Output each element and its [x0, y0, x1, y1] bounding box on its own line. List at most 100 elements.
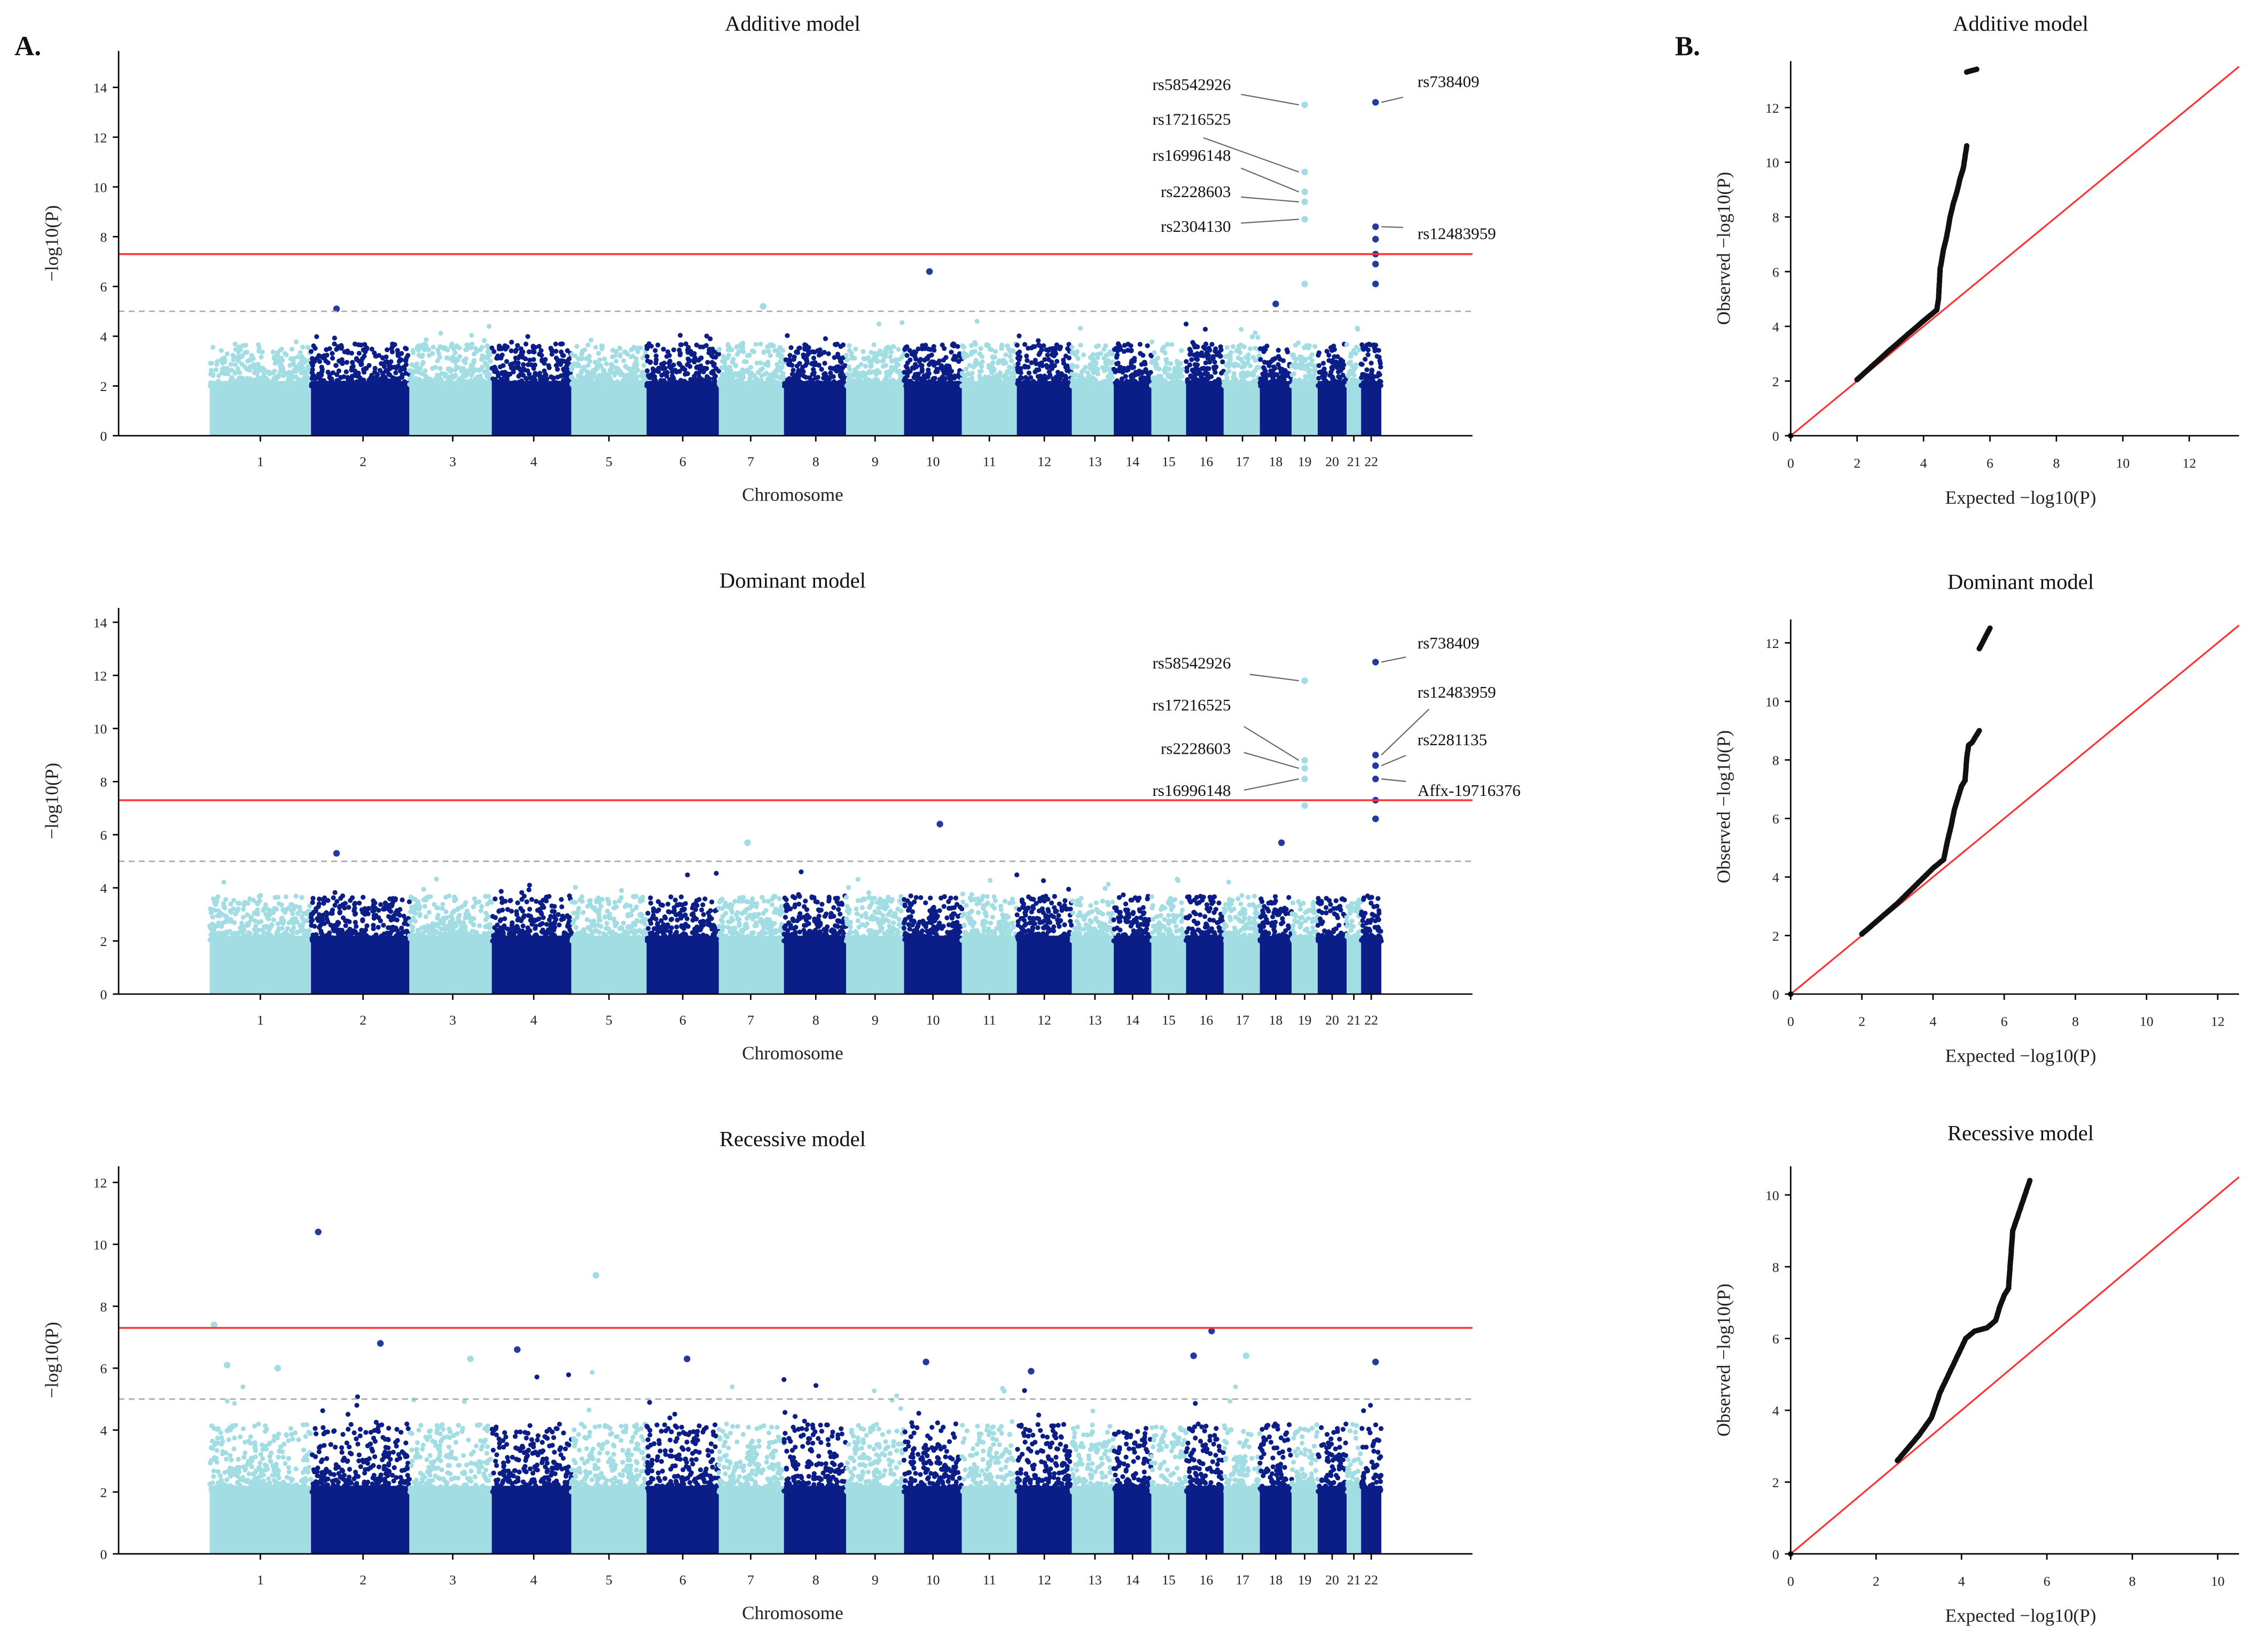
snp-point: [483, 383, 488, 389]
snp-point: [896, 347, 901, 352]
snp-point: [936, 358, 942, 364]
snp-point: [601, 369, 607, 374]
snp-point: [574, 343, 580, 349]
snp-point: [1046, 357, 1051, 362]
chromosome-band: [1072, 381, 1114, 436]
snp-point: [324, 912, 330, 918]
snp-point: [1230, 344, 1236, 349]
snp-point: [779, 353, 784, 358]
snp-point: [653, 360, 659, 366]
snp-point: [332, 890, 338, 895]
snp-point: [471, 383, 476, 388]
snp-point: [466, 381, 472, 386]
snp-point: [338, 375, 343, 380]
snp-point: [210, 345, 216, 350]
snp-point: [645, 368, 650, 373]
snp-point: [394, 917, 399, 923]
snp-point: [944, 383, 950, 389]
snp-point: [768, 342, 773, 347]
snp-point: [705, 360, 710, 365]
snp-point: [1264, 343, 1270, 349]
snp-point: [447, 368, 452, 373]
snp-point: [996, 376, 1002, 381]
snp-point: [731, 356, 736, 362]
snp-point: [908, 369, 913, 374]
snp-point: [744, 359, 749, 364]
snp-point: [253, 924, 259, 929]
snp-point: [723, 381, 729, 387]
chromosome-band: [409, 381, 492, 436]
snp-point: [312, 924, 317, 929]
snp-point: [1285, 349, 1291, 355]
snp-point: [730, 373, 735, 378]
snp-point: [1113, 369, 1118, 374]
snp-point: [740, 375, 746, 380]
snp-point: [591, 369, 597, 374]
snp-point: [1195, 344, 1200, 350]
snp-point: [274, 930, 279, 936]
snp-point: [537, 374, 543, 380]
chromosome-band: [1292, 381, 1318, 436]
snp-point: [1278, 378, 1284, 383]
snp-point: [395, 350, 401, 356]
snp-point: [486, 324, 492, 329]
snp-point: [610, 348, 615, 353]
snp-point: [1365, 352, 1371, 357]
snp-point: [212, 900, 217, 905]
snp-point: [685, 371, 690, 377]
snp-point: [1168, 381, 1174, 387]
snp-point: [677, 382, 682, 388]
snp-point: [1336, 361, 1341, 366]
snp-point: [1359, 362, 1365, 367]
snp-point: [822, 361, 827, 366]
snp-point: [352, 911, 358, 917]
snp-point: [387, 363, 392, 369]
snp-point: [399, 925, 404, 931]
snp-point: [220, 938, 225, 943]
snp-point: [1207, 348, 1213, 353]
snp-point: [1045, 352, 1050, 358]
snp-point: [334, 347, 339, 352]
snp-point: [235, 901, 241, 906]
snp-point: [303, 371, 308, 377]
snp-point: [224, 351, 230, 357]
x-tick-label: 19: [1298, 454, 1312, 470]
snp-point: [1110, 351, 1115, 357]
snp-point: [763, 382, 769, 388]
snp-point: [241, 902, 247, 908]
snp-point: [1049, 366, 1055, 371]
snp-point: [979, 369, 984, 374]
snp-point: [332, 903, 338, 908]
snp-point: [1281, 371, 1287, 377]
snp-point: [790, 376, 796, 381]
snp-point: [883, 382, 888, 388]
snp-point: [1355, 325, 1360, 331]
snp-point: [1138, 351, 1143, 356]
snp-point: [709, 353, 715, 358]
snp-point: [1209, 341, 1215, 347]
snp-point: [962, 377, 967, 382]
snp-point: [1316, 353, 1321, 358]
snp-point: [423, 368, 428, 373]
snp-point: [336, 368, 342, 373]
snp-point: [1106, 367, 1111, 372]
snp-point: [1239, 327, 1244, 332]
snp-point: [224, 366, 230, 371]
snp-point: [1193, 356, 1199, 362]
snp-point: [602, 356, 607, 362]
snp-label: rs16996148: [1152, 146, 1231, 165]
snp-point: [1078, 342, 1083, 348]
snp-point: [588, 338, 594, 343]
snp-point: [677, 333, 683, 338]
snp-point: [332, 341, 337, 347]
snp-point: [439, 371, 444, 376]
snp-point: [1276, 348, 1281, 353]
snp-point: [463, 347, 468, 353]
chromosome-20-points: [1316, 341, 1349, 436]
snp-point: [308, 349, 314, 354]
snp-point: [362, 354, 367, 359]
snp-point: [780, 371, 786, 377]
snp-point: [484, 362, 490, 368]
snp-point: [373, 353, 378, 359]
x-tick-label: 18: [1269, 454, 1283, 470]
